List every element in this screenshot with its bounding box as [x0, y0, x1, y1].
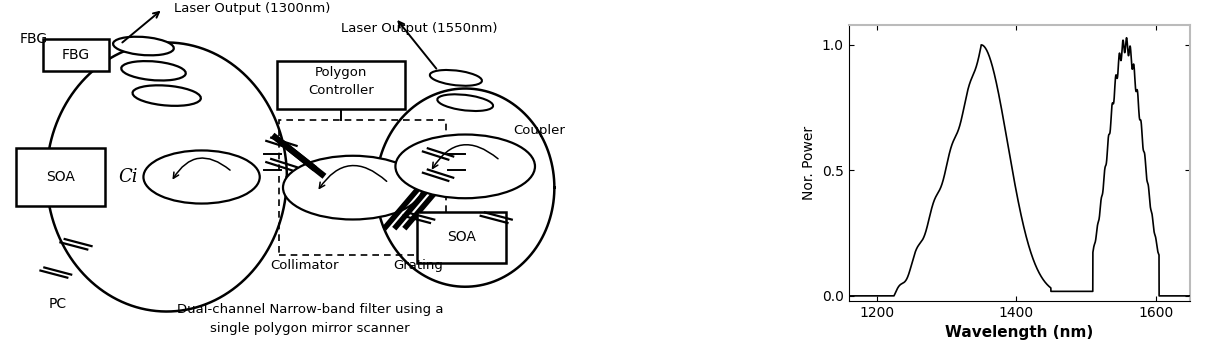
Ellipse shape [430, 70, 482, 86]
Bar [277, 61, 405, 109]
Bar [43, 39, 109, 71]
Text: Laser Output (1550nm): Laser Output (1550nm) [341, 22, 498, 35]
Circle shape [283, 156, 422, 219]
Bar [280, 120, 446, 255]
Circle shape [396, 135, 535, 198]
X-axis label: Wavelength (nm): Wavelength (nm) [945, 325, 1094, 340]
Ellipse shape [133, 85, 200, 106]
Text: FBG: FBG [20, 32, 48, 46]
Text: Coupler: Coupler [513, 125, 565, 137]
Text: FBG: FBG [62, 48, 90, 62]
Text: Grating: Grating [393, 259, 443, 272]
Y-axis label: Nor. Power: Nor. Power [802, 126, 816, 200]
Text: Ci: Ci [118, 168, 138, 186]
Ellipse shape [114, 37, 173, 55]
Text: PC: PC [49, 297, 67, 312]
Circle shape [143, 150, 260, 204]
Bar [416, 212, 505, 263]
Text: Laser Output (1300nm): Laser Output (1300nm) [175, 2, 331, 15]
Text: SOA: SOA [46, 170, 74, 184]
Text: Dual-channel Narrow-band filter using a
single polygon mirror scanner: Dual-channel Narrow-band filter using a … [177, 303, 443, 335]
Bar [16, 148, 105, 206]
Ellipse shape [437, 94, 493, 111]
Text: Collimator: Collimator [271, 259, 339, 272]
Text: SOA: SOA [447, 230, 476, 244]
Text: Polygon
Controller: Polygon Controller [308, 66, 374, 97]
Ellipse shape [121, 61, 186, 80]
